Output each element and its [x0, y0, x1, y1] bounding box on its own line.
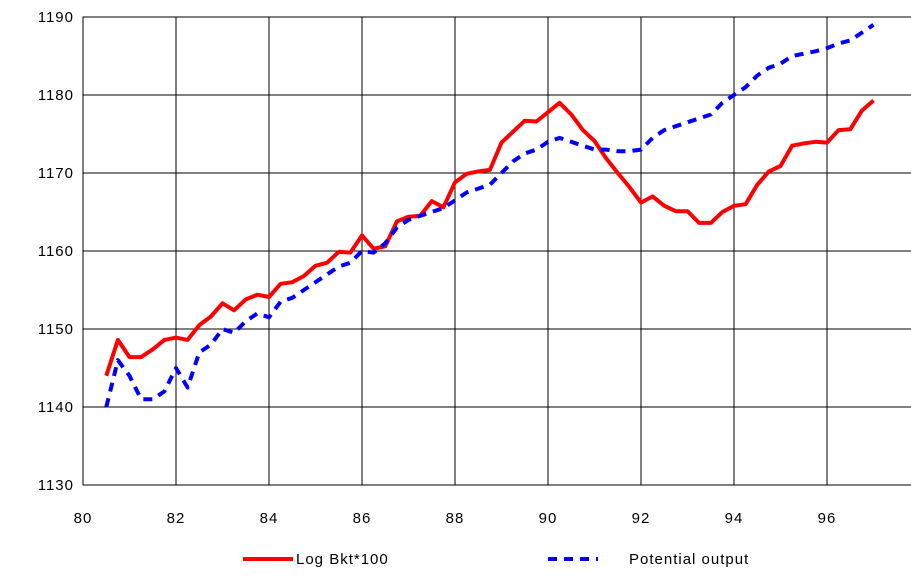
- legend-label-potential-output: Potential output: [629, 551, 749, 568]
- plot-area: [82, 16, 911, 486]
- y-tick-label: 1160: [38, 243, 74, 260]
- y-axis-tick-labels: 1130 1140 1150 1160 1170 1180 1190: [38, 9, 74, 494]
- x-tick-label: 80: [74, 510, 93, 527]
- x-tick-label: 86: [353, 510, 372, 527]
- legend-label-log-bkt: Log Bkt*100: [296, 551, 389, 568]
- series-group: [104, 23, 875, 408]
- chart-grid: [82, 16, 911, 486]
- x-tick-label: 90: [539, 510, 558, 527]
- y-tick-label: 1180: [38, 87, 74, 104]
- x-tick-label: 94: [725, 510, 744, 527]
- x-tick-label: 82: [167, 510, 186, 527]
- series-line-potential-output: [104, 23, 875, 408]
- x-tick-label: 84: [260, 510, 279, 527]
- x-axis-tick-labels: 80 82 84 86 88 90 92 94 96: [74, 510, 837, 527]
- y-tick-label: 1140: [38, 399, 74, 416]
- y-tick-label: 1150: [38, 321, 74, 338]
- x-tick-label: 96: [818, 510, 837, 527]
- y-tick-label: 1190: [38, 9, 74, 26]
- x-tick-label: 92: [632, 510, 651, 527]
- y-tick-label: 1170: [38, 165, 74, 182]
- y-tick-label: 1130: [38, 477, 74, 494]
- legend: Log Bkt*100 Potential output: [243, 551, 749, 568]
- x-tick-label: 88: [446, 510, 465, 527]
- series-line-log-bkt: [104, 98, 875, 377]
